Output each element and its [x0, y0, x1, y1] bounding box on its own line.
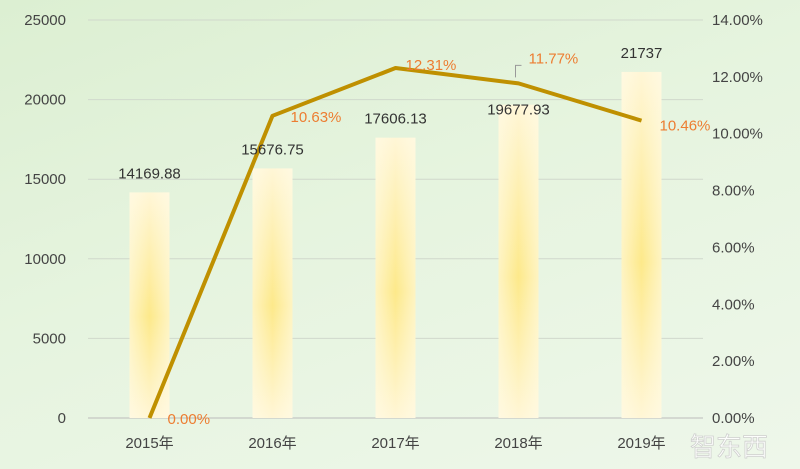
right-tick-label: 14.00% — [712, 12, 763, 29]
right-tick-label: 2.00% — [712, 353, 755, 370]
right-tick-label: 8.00% — [712, 183, 755, 200]
right-tick-label: 4.00% — [712, 296, 755, 313]
x-tick-label: 2018年 — [494, 435, 542, 452]
bar-value-label: 15676.75 — [241, 141, 304, 158]
bar-value-label: 21737 — [621, 45, 663, 62]
left-tick-label: 25000 — [24, 12, 66, 29]
bar-shade — [375, 137, 416, 419]
bar-value-label: 19677.93 — [487, 102, 550, 119]
leader-line — [515, 64, 522, 78]
left-tick-label: 10000 — [24, 251, 66, 268]
x-tick-label: 2015年 — [125, 435, 173, 452]
left-tick-label: 15000 — [24, 171, 66, 188]
watermark: 智东西 — [690, 432, 768, 462]
right-tick-label: 12.00% — [712, 69, 763, 86]
right-tick-label: 10.00% — [712, 126, 763, 143]
bar-shade — [621, 71, 662, 418]
bar-shade — [252, 168, 293, 418]
line-value-label: 10.63% — [291, 109, 342, 126]
line-value-label: 12.31% — [406, 57, 457, 74]
line-value-label: 11.77% — [529, 50, 579, 67]
line-value-label: 10.46% — [660, 118, 711, 135]
left-tick-label: 5000 — [33, 330, 66, 347]
right-tick-label: 0.00% — [712, 410, 755, 427]
bar-shade — [498, 104, 539, 418]
left-tick-label: 0 — [58, 410, 66, 427]
x-tick-label: 2017年 — [371, 435, 419, 452]
left-tick-label: 20000 — [24, 92, 66, 109]
bar-value-label: 14169.88 — [118, 165, 181, 182]
x-tick-label: 2019年 — [617, 435, 665, 452]
bar-value-label: 17606.13 — [364, 111, 427, 128]
line-value-label: 0.00% — [168, 411, 211, 428]
x-tick-label: 2016年 — [248, 435, 296, 452]
right-tick-label: 6.00% — [712, 239, 755, 256]
